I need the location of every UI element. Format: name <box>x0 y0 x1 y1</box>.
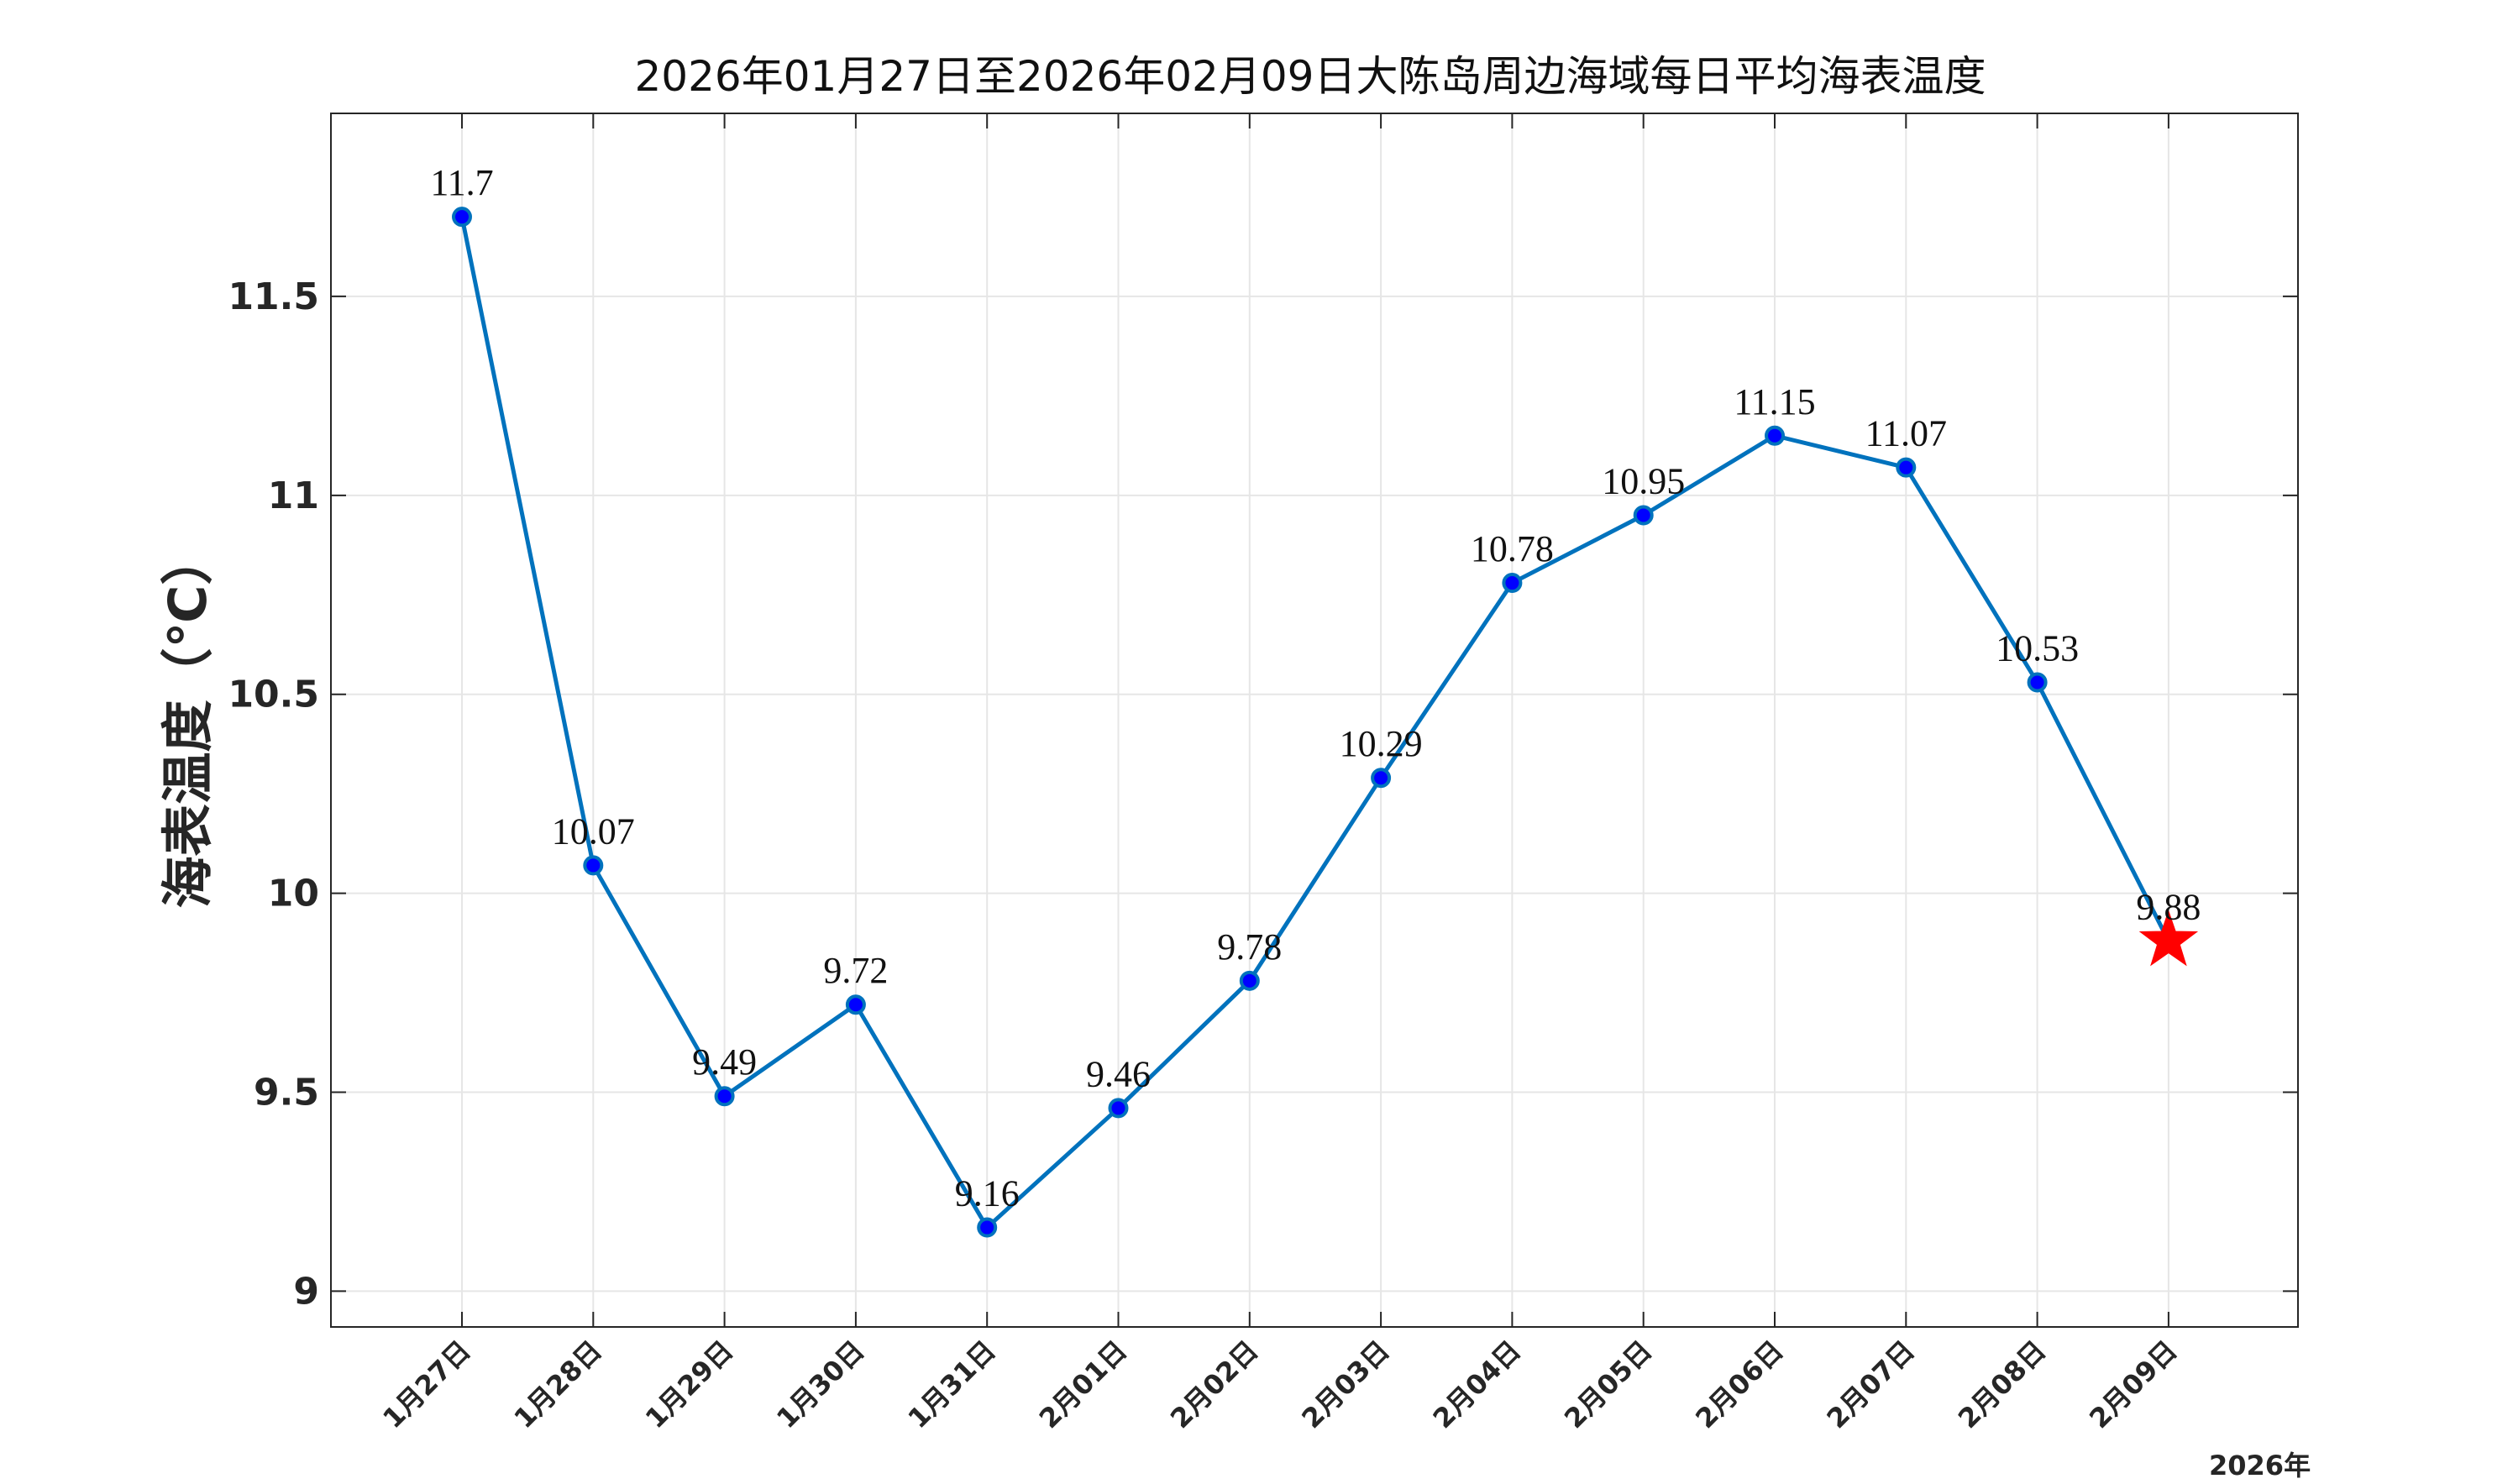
x-axis-year-label: 2026年 <box>2209 1450 2311 1481</box>
plot-frame <box>330 113 2299 1328</box>
data-point <box>583 855 604 876</box>
series-line <box>459 216 2171 1230</box>
ticks-layer: 9 9.5 10 10.5 11 11.5 1月27日 1月28日 1月29日 1月30日 1月31… <box>228 113 2298 1434</box>
data-point <box>1896 457 1917 478</box>
data-label: 9.16 <box>955 1173 1020 1214</box>
x-tick-label: 2月08日 <box>1952 1335 2052 1434</box>
x-tick-label: 2月05日 <box>1558 1335 1658 1434</box>
x-tick-label: 2月09日 <box>2083 1335 2183 1434</box>
y-axis-label: 海表温度（℃） <box>157 532 218 908</box>
data-point <box>1765 425 1785 446</box>
data-label: 9.49 <box>692 1041 757 1083</box>
data-label: 10.53 <box>1996 627 2079 669</box>
y-tick-label: 9 <box>293 1270 319 1313</box>
data-label: 9.78 <box>1217 926 1282 967</box>
data-point <box>452 207 472 228</box>
y-tick-label: 11 <box>268 475 319 517</box>
x-tick-label: 1月28日 <box>508 1335 608 1434</box>
data-label: 11.7 <box>430 162 493 203</box>
data-label: 10.78 <box>1471 528 1554 569</box>
data-label: 10.29 <box>1340 723 1423 764</box>
data-label: 9.72 <box>823 950 888 991</box>
y-tick-label: 10.5 <box>228 674 319 716</box>
y-tick-label: 10 <box>268 873 319 915</box>
data-point <box>714 1086 735 1107</box>
data-point <box>1371 768 1392 789</box>
data-labels-layer: 11.7 10.07 9.49 9.72 9.16 9.46 9.78 10.29 10.78 1… <box>430 162 2201 1214</box>
data-point <box>2027 672 2048 693</box>
data-point <box>977 1217 998 1238</box>
series-layer <box>452 207 2199 1238</box>
data-point <box>1108 1098 1129 1119</box>
x-tick-label: 2月06日 <box>1689 1335 1789 1434</box>
data-label: 11.15 <box>1734 381 1815 422</box>
x-tick-label: 1月29日 <box>639 1335 739 1434</box>
chart-title: 2026年01月27日至2026年02月09日大陈岛周边海域每日平均海表温度 <box>635 52 1986 101</box>
grid-layer <box>331 113 2298 1327</box>
data-point <box>845 994 866 1015</box>
x-tick-label: 1月27日 <box>376 1335 476 1434</box>
y-tick-label: 9.5 <box>254 1071 319 1114</box>
x-tick-label: 1月30日 <box>770 1335 870 1434</box>
x-tick-label: 2月01日 <box>1033 1335 1133 1434</box>
x-tick-label: 2月07日 <box>1821 1335 1921 1434</box>
x-tick-label: 2月04日 <box>1427 1335 1527 1434</box>
x-tick-label: 1月31日 <box>901 1335 1001 1434</box>
y-tick-label: 11.5 <box>228 275 319 318</box>
data-label: 11.07 <box>1865 413 1947 454</box>
data-point <box>1239 970 1260 991</box>
x-tick-label: 2月03日 <box>1295 1335 1395 1434</box>
x-tick-label: 2月02日 <box>1164 1335 1264 1434</box>
data-label: 10.07 <box>552 810 635 852</box>
data-label: 9.46 <box>1086 1053 1151 1094</box>
highlight-star-marker <box>2138 910 2199 967</box>
data-label: 9.88 <box>2136 886 2201 927</box>
data-label: 10.95 <box>1602 461 1685 502</box>
data-point <box>1502 573 1523 594</box>
data-point <box>1633 505 1654 526</box>
